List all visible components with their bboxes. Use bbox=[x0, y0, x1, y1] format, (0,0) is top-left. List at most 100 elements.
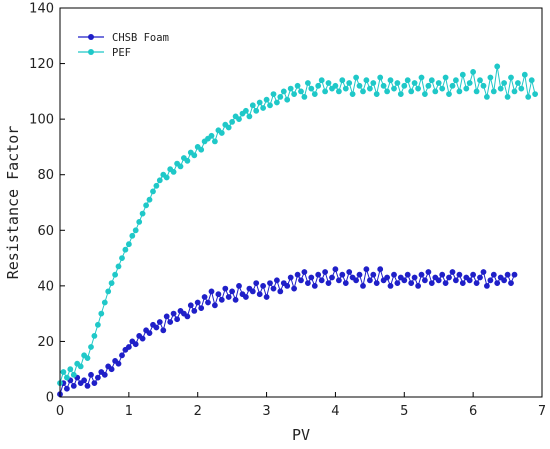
data-point bbox=[480, 269, 487, 275]
data-point bbox=[273, 99, 280, 106]
data-point bbox=[146, 196, 153, 203]
x-tick-label: 0 bbox=[56, 404, 64, 419]
data-point bbox=[432, 88, 439, 95]
data-point bbox=[401, 82, 408, 89]
data-point bbox=[366, 277, 373, 284]
data-point bbox=[132, 341, 139, 348]
data-point bbox=[67, 366, 74, 373]
data-point bbox=[119, 255, 125, 261]
data-point bbox=[363, 266, 370, 273]
data-point bbox=[146, 330, 153, 336]
data-point bbox=[249, 102, 256, 109]
ticks-layer: 0 1 2 3 4 5 6 7 0 20 40 60 80 100 120 140 bbox=[29, 2, 546, 420]
data-point bbox=[308, 274, 315, 281]
data-point bbox=[139, 335, 146, 342]
data-point bbox=[201, 294, 208, 300]
data-point bbox=[170, 310, 177, 317]
data-point bbox=[167, 319, 174, 325]
data-point bbox=[311, 282, 318, 289]
data-point bbox=[490, 88, 497, 95]
data-point bbox=[332, 82, 339, 89]
data-point bbox=[119, 352, 125, 359]
data-point bbox=[267, 280, 273, 286]
data-point bbox=[301, 269, 308, 275]
data-point bbox=[253, 280, 260, 286]
data-point bbox=[304, 280, 311, 286]
data-point bbox=[346, 80, 353, 86]
data-point bbox=[349, 91, 356, 97]
data-point bbox=[156, 319, 163, 325]
data-point bbox=[415, 282, 421, 289]
data-point bbox=[353, 74, 359, 81]
data-point bbox=[150, 188, 156, 195]
data-point bbox=[301, 94, 308, 100]
data-point bbox=[263, 294, 270, 300]
data-point bbox=[384, 88, 390, 95]
data-point bbox=[91, 332, 98, 339]
data-point bbox=[198, 305, 205, 311]
data-point bbox=[446, 274, 452, 281]
data-point bbox=[260, 105, 266, 111]
data-point bbox=[108, 280, 115, 286]
data-point bbox=[229, 119, 235, 125]
data-point bbox=[511, 88, 518, 95]
data-point bbox=[421, 91, 428, 97]
data-point bbox=[156, 177, 163, 184]
data-point bbox=[532, 91, 538, 97]
data-point bbox=[291, 91, 297, 97]
data-point bbox=[332, 266, 339, 273]
data-point bbox=[325, 280, 332, 286]
legend: CHSB Foam PEF bbox=[78, 32, 169, 59]
data-point bbox=[370, 80, 377, 86]
data-point bbox=[194, 299, 201, 306]
data-point bbox=[163, 174, 170, 181]
data-point bbox=[304, 80, 311, 86]
data-point bbox=[253, 107, 260, 114]
data-point bbox=[449, 82, 456, 89]
series-0 bbox=[57, 266, 518, 398]
data-point bbox=[477, 77, 483, 84]
data-point bbox=[459, 71, 466, 78]
data-point bbox=[270, 285, 277, 292]
data-point bbox=[394, 280, 401, 286]
data-point bbox=[88, 371, 94, 378]
series-line bbox=[59, 66, 536, 384]
data-point bbox=[70, 371, 77, 378]
data-point bbox=[415, 85, 421, 92]
data-point bbox=[428, 280, 435, 286]
data-point bbox=[236, 116, 242, 122]
data-point bbox=[418, 271, 425, 278]
data-point bbox=[425, 269, 432, 275]
data-point bbox=[370, 271, 377, 278]
data-point bbox=[198, 146, 205, 153]
data-point bbox=[342, 280, 349, 286]
data-point bbox=[64, 374, 70, 381]
y-tick-label: 120 bbox=[29, 57, 54, 72]
data-point bbox=[511, 271, 518, 278]
series-layer bbox=[57, 63, 538, 398]
data-point bbox=[208, 132, 215, 139]
data-point bbox=[463, 85, 470, 92]
y-tick-label: 0 bbox=[46, 391, 54, 406]
data-point bbox=[98, 310, 105, 317]
data-point bbox=[322, 88, 328, 95]
data-point bbox=[435, 277, 442, 284]
data-point bbox=[191, 152, 198, 159]
data-point bbox=[136, 218, 143, 225]
x-tick-label: 4 bbox=[331, 404, 339, 419]
data-point bbox=[322, 269, 328, 275]
data-point bbox=[483, 94, 490, 100]
data-point bbox=[64, 385, 70, 392]
data-point bbox=[521, 71, 528, 78]
data-point bbox=[284, 96, 291, 103]
data-point bbox=[101, 371, 108, 378]
data-point bbox=[249, 288, 256, 295]
y-axis-title: Resistance Factor bbox=[4, 126, 22, 280]
data-point bbox=[115, 263, 122, 270]
x-tick-label: 3 bbox=[262, 404, 270, 419]
data-point bbox=[60, 369, 67, 375]
data-point bbox=[242, 294, 249, 300]
data-point bbox=[418, 74, 425, 81]
data-point bbox=[108, 366, 115, 373]
